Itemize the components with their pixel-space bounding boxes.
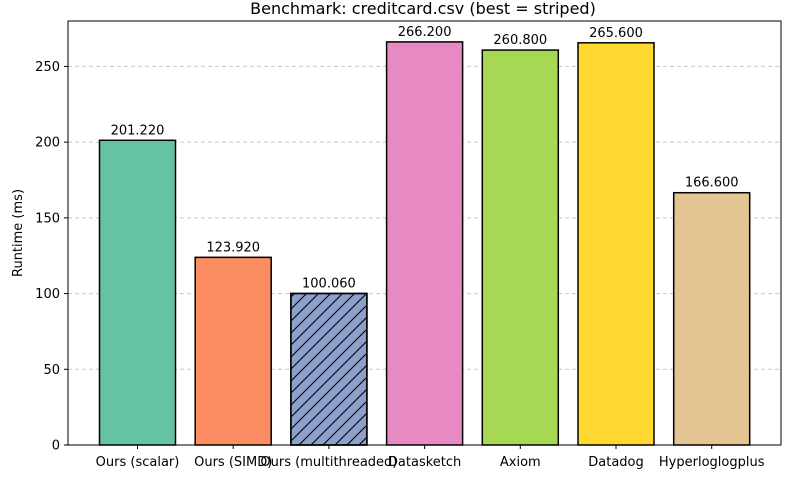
x-tick-label: Datadog xyxy=(588,455,644,470)
data-label: 201.220 xyxy=(111,123,165,138)
y-tick-label: 0 xyxy=(52,439,60,454)
data-label: 123.920 xyxy=(206,240,260,255)
y-tick-label: 50 xyxy=(43,363,60,378)
x-tick-label: Datasketch xyxy=(388,455,461,470)
bar xyxy=(481,49,560,446)
data-label: 265.600 xyxy=(589,26,643,41)
x-tick-label: Hyperloglogplus xyxy=(659,455,765,470)
bars: 201.220 123.920 100.060 266.200 260.800 265.6… xyxy=(98,25,751,446)
bar-hatch xyxy=(290,292,368,446)
y-tick-label: 200 xyxy=(35,136,60,151)
data-label: 100.060 xyxy=(302,276,356,291)
y-axis: 0 50 100 150 200 250 xyxy=(35,60,68,454)
y-tick-label: 150 xyxy=(35,211,60,226)
bar xyxy=(385,41,464,446)
bar xyxy=(98,139,177,446)
x-tick-label: Ours (multithreaded) xyxy=(260,455,397,470)
bar xyxy=(672,191,751,446)
x-axis: Ours (scalar) Ours (SIMD)Ours (multithrea… xyxy=(96,445,765,470)
data-label: 260.800 xyxy=(493,33,547,48)
data-label: 166.600 xyxy=(685,176,739,191)
x-tick-label: Ours (scalar) xyxy=(96,455,180,470)
y-axis-label: Runtime (ms) xyxy=(11,189,26,277)
x-tick-label: Axiom xyxy=(500,455,541,470)
y-tick-label: 250 xyxy=(35,60,60,75)
bar xyxy=(577,42,655,446)
y-tick-label: 100 xyxy=(35,287,60,302)
data-label: 266.200 xyxy=(398,25,452,40)
x-tick-label: Ours (SIMD) xyxy=(194,455,272,470)
chart-title: Benchmark: creditcard.csv (best = stripe… xyxy=(250,0,596,18)
bar xyxy=(194,256,272,446)
